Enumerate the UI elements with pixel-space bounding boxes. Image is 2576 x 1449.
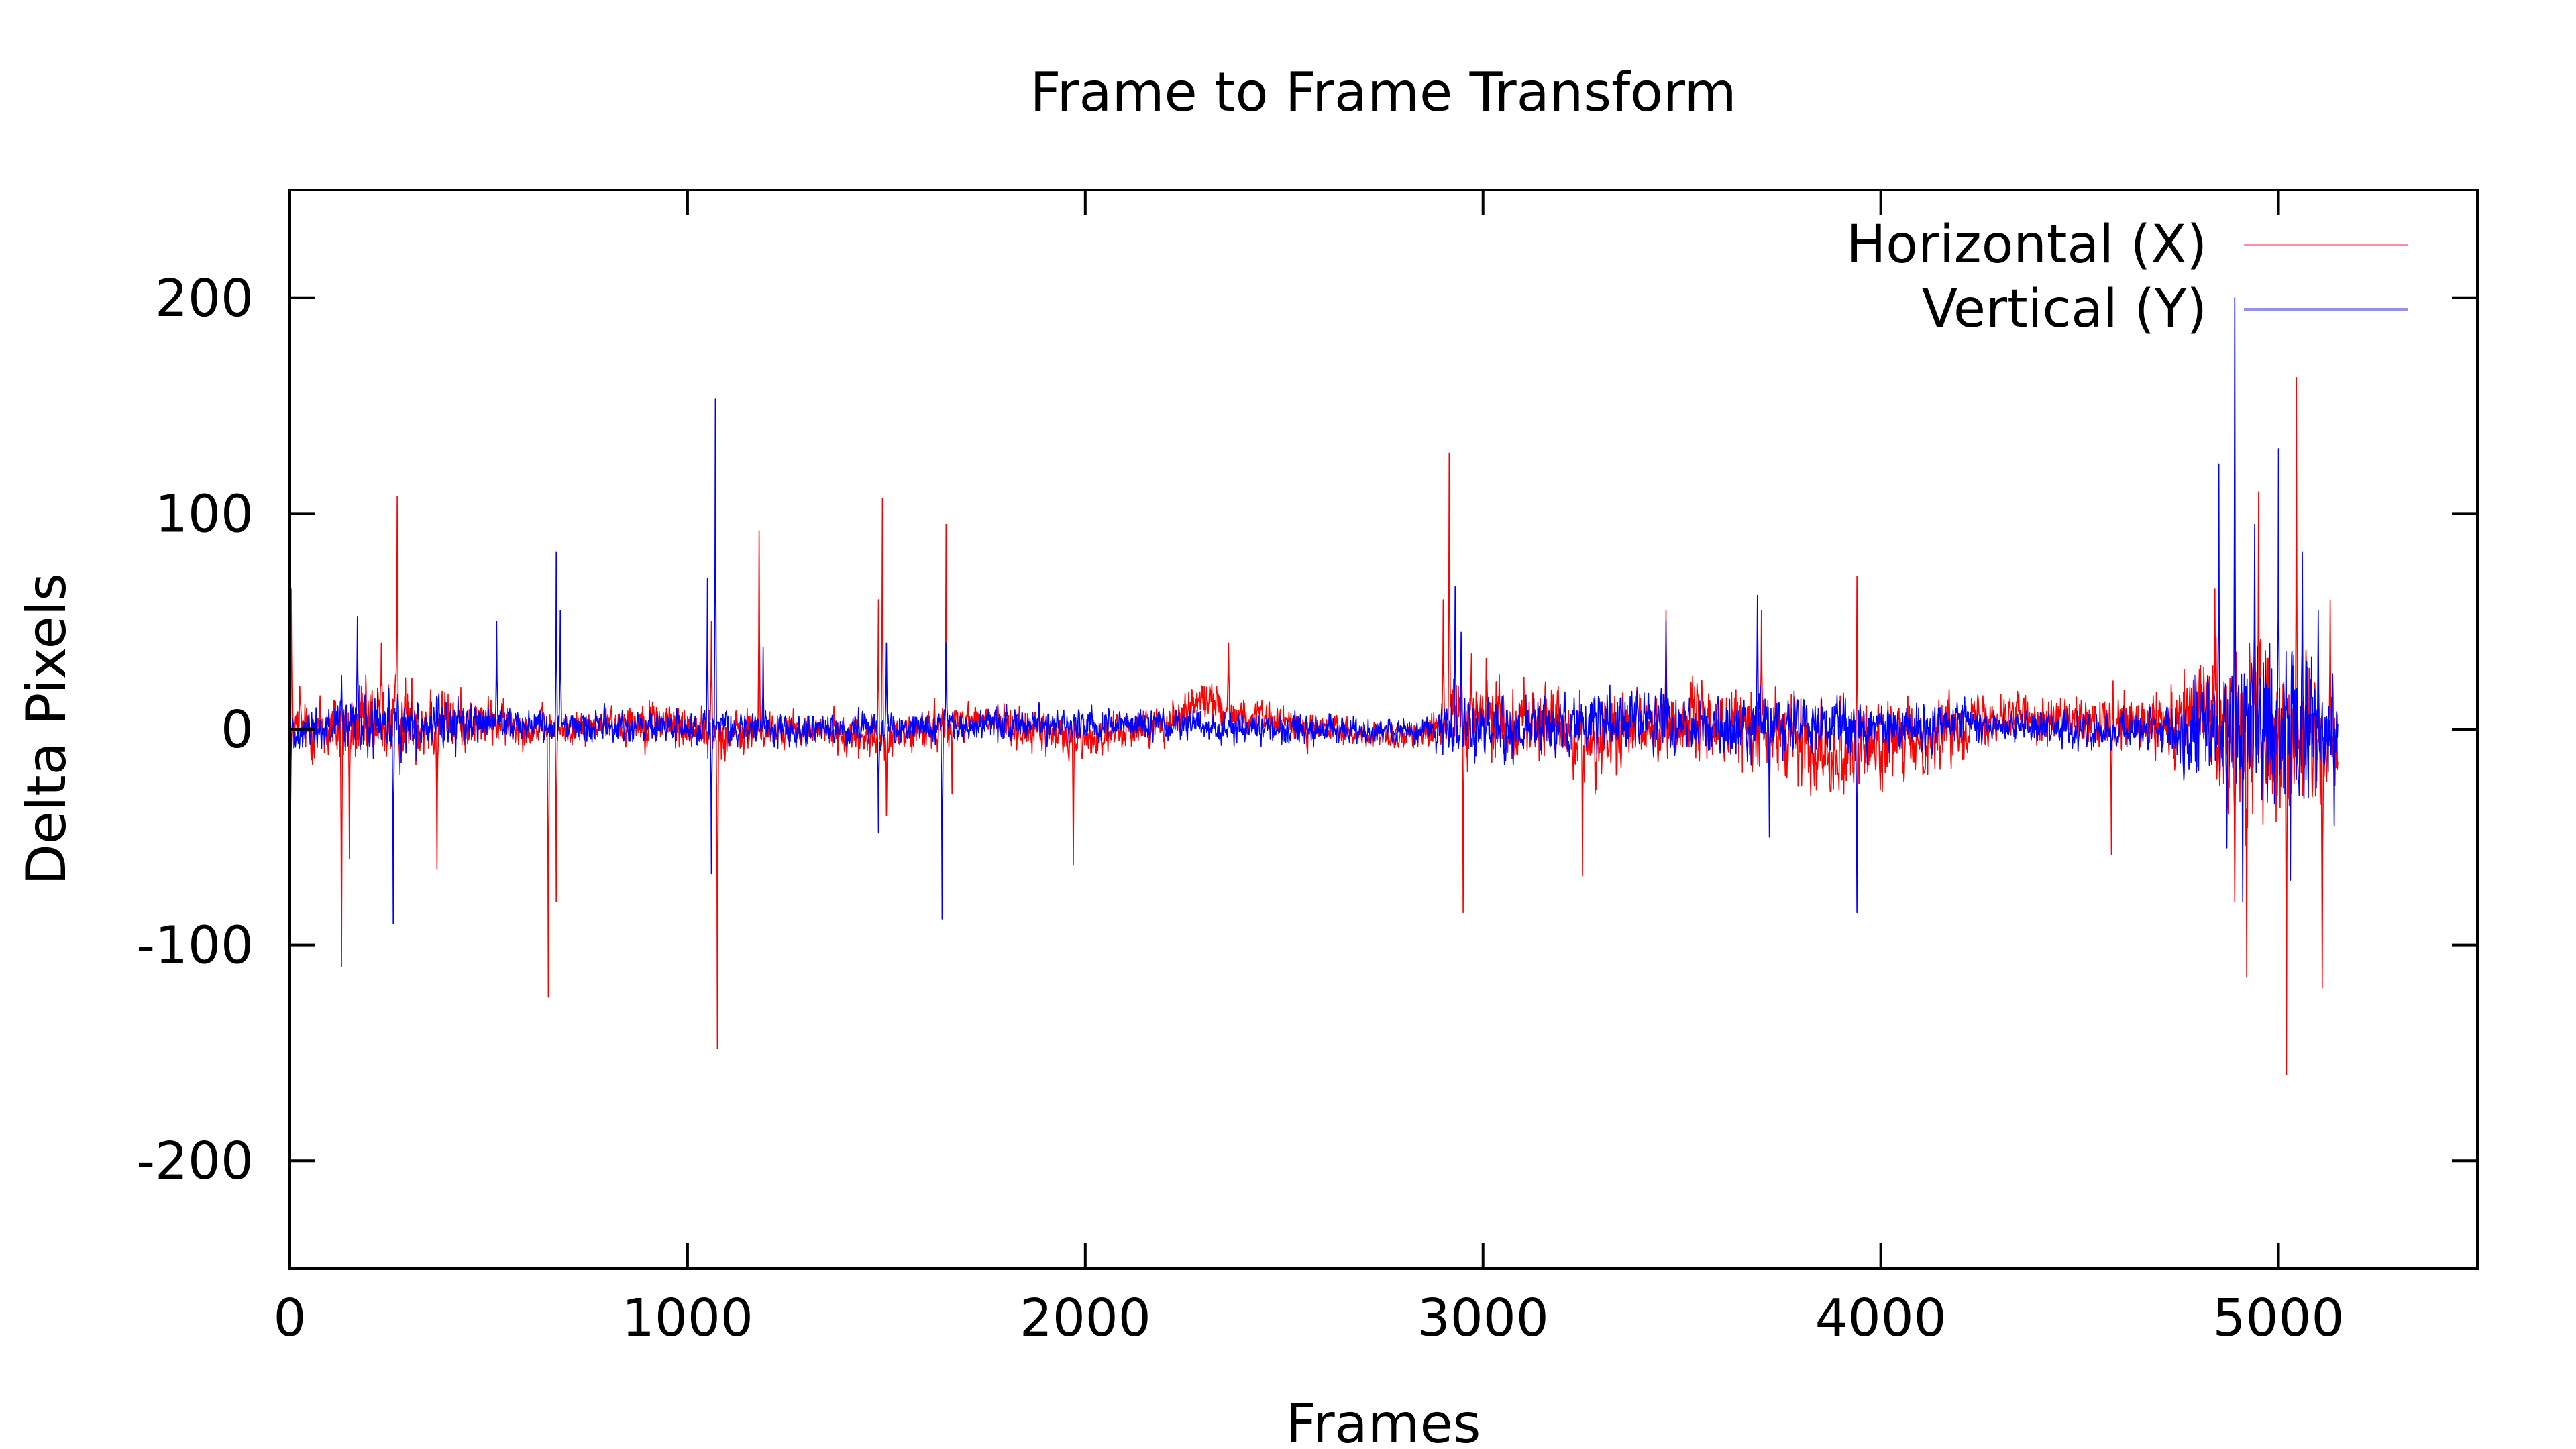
- chart-title: Frame to Frame Transform: [1030, 61, 1736, 123]
- x-tick-label-4: 4000: [1815, 1289, 1947, 1348]
- legend-label-0: Horizontal (X): [1847, 215, 2207, 275]
- plot-frame: [288, 189, 2479, 1270]
- y-tick-label-4: 200: [155, 269, 254, 329]
- x-tick-label-1: 1000: [622, 1289, 753, 1348]
- y-tick-label-3: 100: [155, 484, 254, 544]
- series-layer: [290, 297, 2339, 1075]
- y-tick-label-2: 0: [221, 700, 254, 760]
- x-axis-title: Frames: [1286, 1393, 1481, 1449]
- y-tick-label-1: -100: [136, 916, 254, 976]
- series-line-0: [290, 377, 2339, 1075]
- legend-label-1: Vertical (Y): [1922, 279, 2207, 339]
- x-tick-label-3: 3000: [1417, 1289, 1549, 1348]
- x-tick-label-0: 0: [274, 1289, 307, 1348]
- x-tick-label-5: 5000: [2213, 1289, 2345, 1348]
- series-line-1: [290, 297, 2339, 924]
- ticks-layer: 0 1000 2000 3000 4000 5000 -200 -100 0 100 200: [136, 190, 2477, 1348]
- legend: Horizontal (X)Vertical (Y): [1847, 215, 2408, 339]
- y-tick-label-0: -200: [136, 1132, 254, 1191]
- y-axis-title: Delta Pixels: [15, 573, 78, 885]
- x-tick-label-2: 2000: [1020, 1289, 1151, 1348]
